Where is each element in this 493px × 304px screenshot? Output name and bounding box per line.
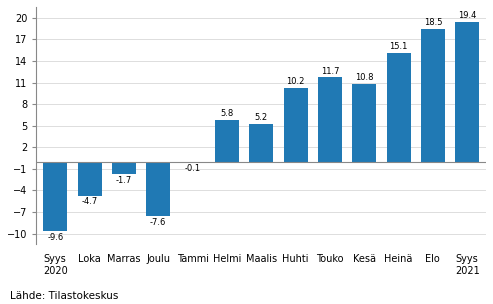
Text: -0.1: -0.1 bbox=[184, 164, 201, 173]
Text: 15.1: 15.1 bbox=[389, 42, 408, 51]
Bar bbox=[146, 162, 170, 216]
Text: 11.7: 11.7 bbox=[320, 67, 339, 76]
Bar bbox=[283, 88, 308, 162]
Text: -1.7: -1.7 bbox=[116, 176, 132, 185]
Text: 10.8: 10.8 bbox=[355, 73, 373, 82]
Text: 19.4: 19.4 bbox=[458, 11, 476, 20]
Bar bbox=[249, 124, 273, 162]
Bar bbox=[112, 162, 136, 174]
Text: 5.8: 5.8 bbox=[220, 109, 234, 118]
Text: 10.2: 10.2 bbox=[286, 78, 305, 86]
Bar bbox=[455, 22, 479, 162]
Bar bbox=[352, 84, 376, 162]
Bar bbox=[43, 162, 67, 231]
Text: -7.6: -7.6 bbox=[150, 218, 167, 227]
Text: 18.5: 18.5 bbox=[423, 18, 442, 27]
Bar bbox=[215, 120, 239, 162]
Bar bbox=[318, 78, 342, 162]
Bar bbox=[387, 53, 411, 162]
Text: -4.7: -4.7 bbox=[81, 197, 98, 206]
Text: Lähde: Tilastokeskus: Lähde: Tilastokeskus bbox=[10, 291, 118, 301]
Bar bbox=[421, 29, 445, 162]
Text: -9.6: -9.6 bbox=[47, 233, 64, 242]
Bar bbox=[77, 162, 102, 195]
Text: 5.2: 5.2 bbox=[255, 113, 268, 123]
